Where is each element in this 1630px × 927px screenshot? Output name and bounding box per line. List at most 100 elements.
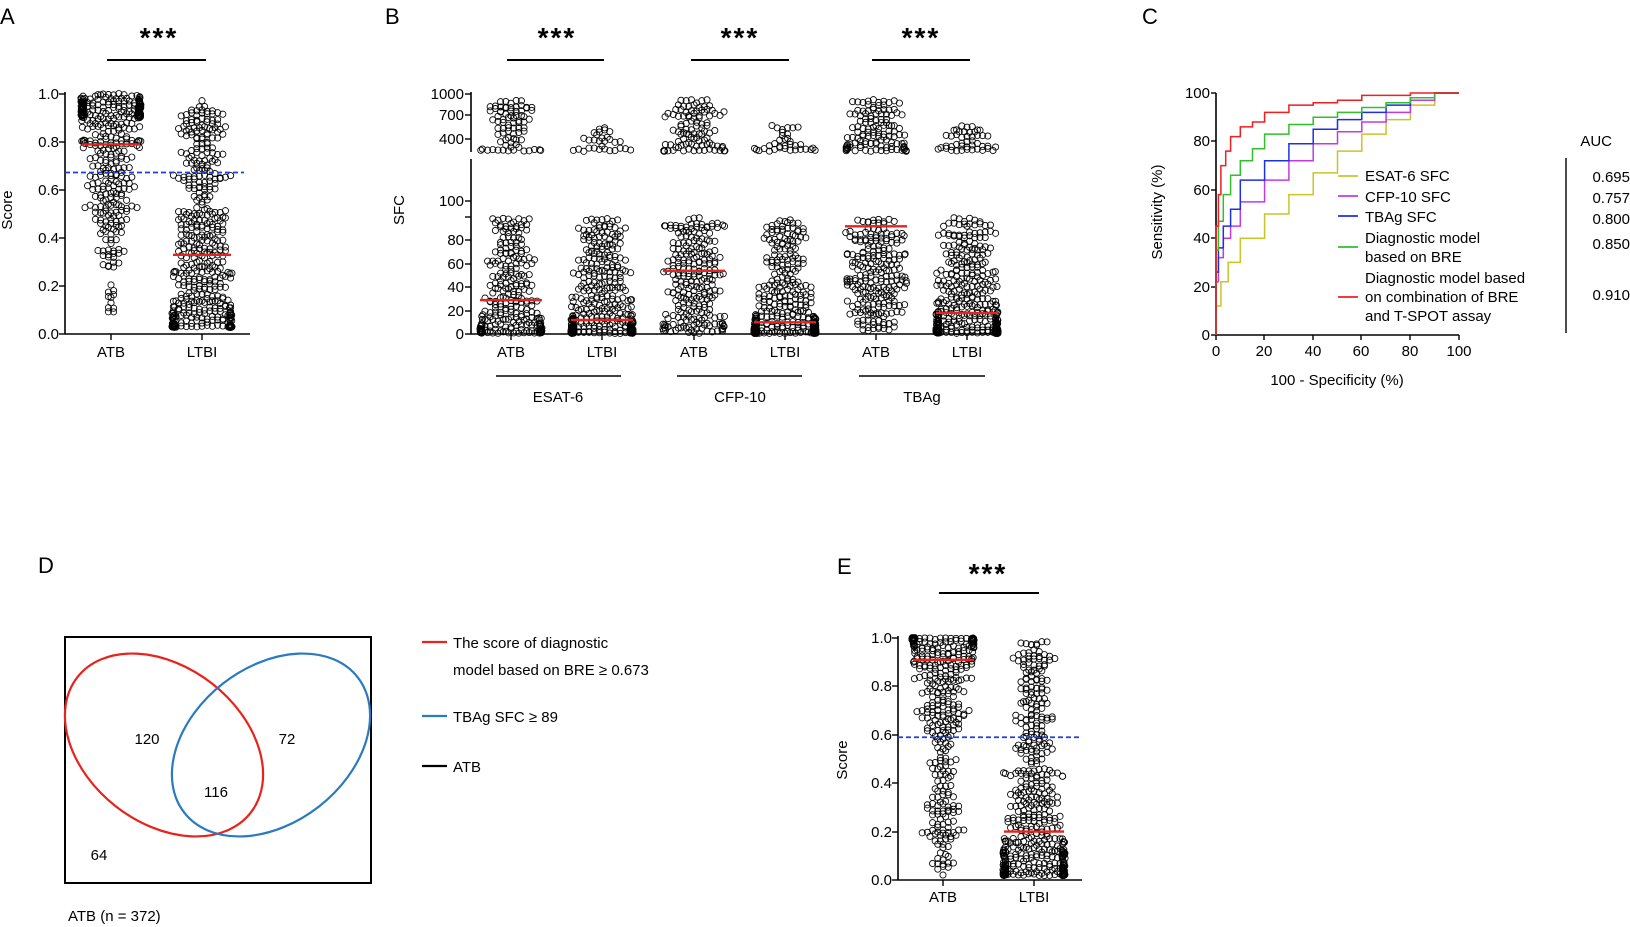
panel-e-point-ltbi [1033,868,1041,876]
panel-a-ytick: 0.8 [38,134,59,151]
panel-b-point [603,241,611,250]
panel-b-point [854,317,862,325]
panel-a-point-atb [79,108,87,116]
panel-a-point-atb [120,179,128,187]
panel-b-point [869,251,877,259]
panel-e-point-atb [936,738,944,746]
panel-b-point [877,115,885,123]
panel-b-point [849,98,857,106]
panel-b-point [869,318,877,326]
panel-b-point [799,313,807,321]
panel-a-point-atb [91,215,99,223]
panel-b-point [568,303,576,311]
panel-e-point-atb [955,802,963,810]
panel-b-point [507,323,515,331]
panel-b-point [791,267,799,275]
panel-a-point-ltbi [177,311,185,320]
panel-b-point [752,329,760,337]
roc-curve-esat6 [1215,92,1459,335]
panel-e-point-ltbi [1020,871,1028,879]
panel-b-point [682,316,690,324]
panel-b-point [797,291,805,299]
legend-label-cfp10: CFP-10 SFC [1365,189,1451,206]
panel-e-point-ltbi [1033,748,1041,756]
panel-b-point [693,278,701,286]
panel-b-point [862,228,870,236]
panel-a-point-ltbi [211,169,219,178]
panel-b-point [877,238,885,246]
panel-b-point [755,329,763,337]
panel-b-ytick: 20 [447,303,464,320]
panel-b-point [601,267,609,275]
panel-b-point [528,103,536,111]
panel-b-point [791,329,799,337]
panel-b-point [950,232,958,240]
panel-e-point-ltbi [1030,661,1038,669]
panel-b-point [880,303,888,311]
panel-b-point [955,285,963,293]
panel-b-point [958,260,966,268]
panel-e-point-atb [918,829,926,837]
panel-a-point-ltbi [195,298,203,306]
panel-b-point [674,285,682,293]
panel-b-point [898,111,906,119]
panel-e-point-ltbi [1012,850,1020,858]
panel-b-point [687,277,695,285]
panel-e-point-ltbi [1046,860,1054,868]
panel-a-point-atb [107,139,115,147]
panel-e-point-atb [931,771,939,779]
panel-b-point [993,282,1001,291]
panel-b-ytick: 40 [447,279,464,296]
panel-e-point-ltbi [1048,848,1056,856]
panel-b-point [601,325,609,334]
panel-b-point [940,286,948,294]
panel-a-point-ltbi [182,220,190,229]
panel-b-point [875,101,883,110]
panel-a-point-atb [94,185,102,193]
panel-b-point [885,302,893,310]
panel-b-point [942,250,950,258]
panel-a-point-ltbi [180,282,188,290]
panel-e-point-ltbi [1035,735,1043,743]
panel-b-medians [480,225,998,324]
panel-b-point [491,325,499,333]
panel-b-point [598,258,606,266]
panel-b-point [880,250,888,259]
panel-b-point [585,136,593,144]
panel-b-point [499,273,507,281]
panel-b-point [771,145,779,153]
panel-a-point-ltbi [182,132,190,140]
panel-b-point [585,249,593,257]
panel-b-point [520,127,528,135]
panel-b-point [846,143,854,151]
panel-b-point [720,312,729,320]
panel-b-point [955,254,963,262]
panel-e-point-ltbi [1046,816,1054,824]
panel-a-point-ltbi [188,219,196,227]
panel-b-point [595,329,603,337]
panel-a-point-ltbi [185,181,193,189]
panel-e-point-atb [929,819,937,827]
panel-a-point-ltbi [203,140,211,148]
panel-a-point-ltbi [216,299,224,308]
panel-a-point-atb [94,147,102,155]
panel-b-point [499,146,507,154]
panel-b-point [677,324,685,332]
panel-a-point-ltbi [188,106,196,114]
panel-c-xtick: 20 [1256,343,1273,360]
panel-a-point-atb [115,249,123,257]
panel-b-point [533,309,541,317]
panel-b-point [869,325,877,333]
panel-b-point [606,147,614,155]
panel-b-point [945,231,953,239]
panel-a-point-ltbi [214,316,222,324]
panel-b-point [992,275,1000,283]
panel-a-point-atb [78,113,86,121]
panel-b-point [794,219,802,227]
panel-b-point [856,117,864,125]
panel-e-point-atb [952,831,960,839]
panel-a-point-ltbi [201,276,209,284]
panel-e-point-ltbi [1046,656,1054,664]
panel-a-point-atb [120,102,128,111]
panel-e-point-ltbi [1025,787,1033,795]
